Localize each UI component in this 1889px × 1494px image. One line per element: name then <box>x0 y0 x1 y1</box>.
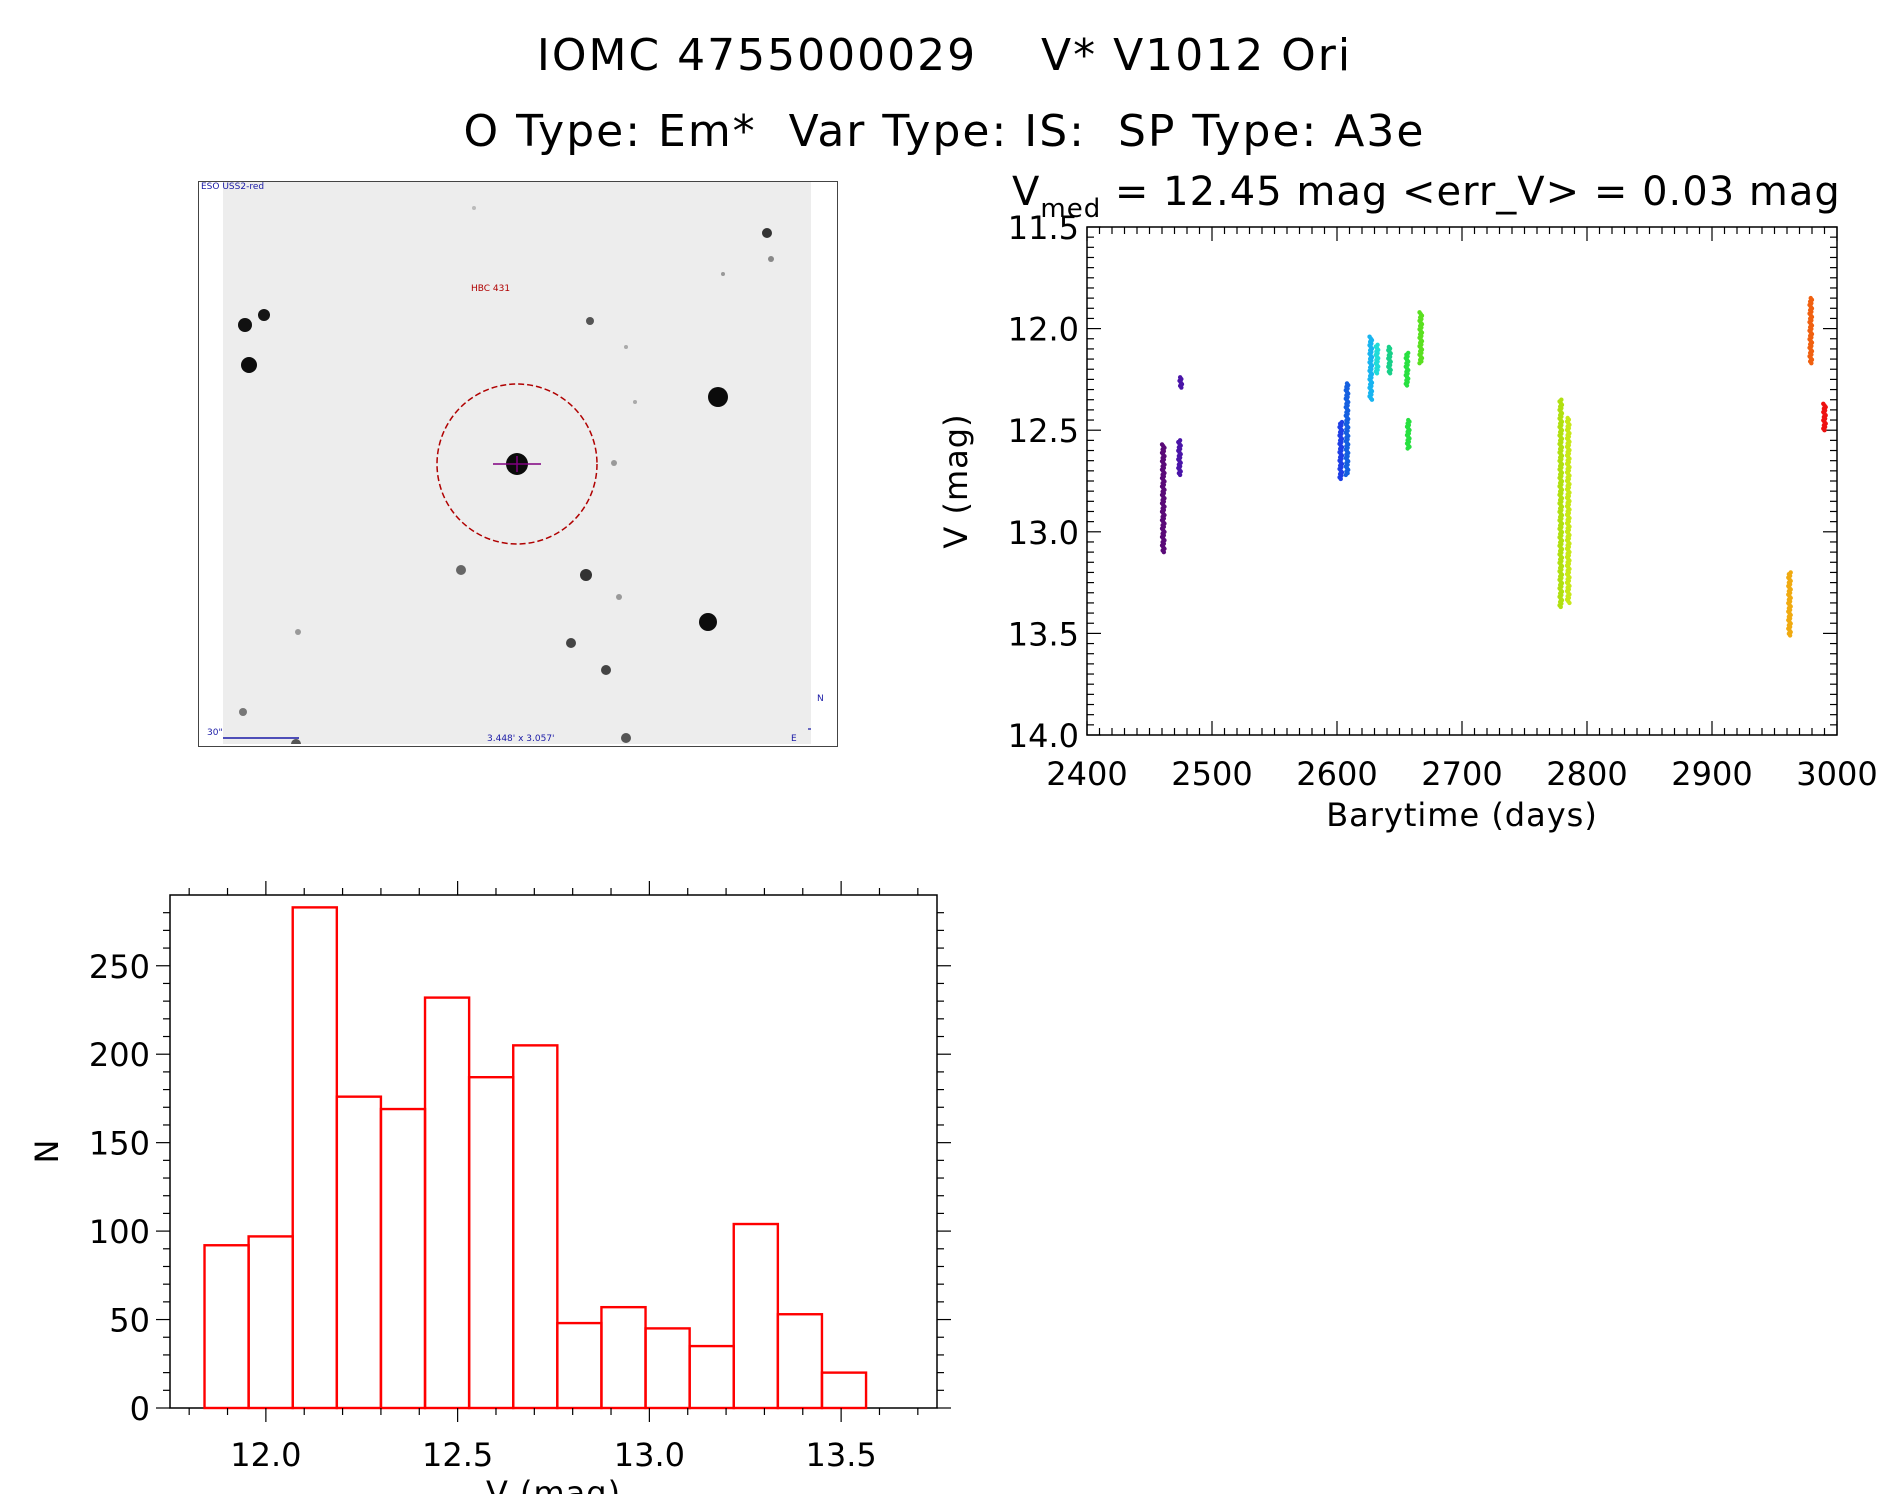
star <box>456 565 466 575</box>
data-point <box>1567 600 1572 606</box>
star <box>762 228 772 238</box>
y-tick-label: 100 <box>89 1213 150 1251</box>
sky-field-svg <box>209 206 824 746</box>
histogram-bar <box>423 996 471 1410</box>
y-tick-label: 14.0 <box>1008 717 1079 755</box>
object-label: HBC 431 <box>471 284 511 294</box>
north-label: N <box>817 694 824 704</box>
scale-label: 30" <box>207 728 223 738</box>
star <box>611 460 617 466</box>
y-axis-label: V (mag) <box>937 413 975 548</box>
star <box>566 638 576 648</box>
x-tick-label: 12.5 <box>422 1436 493 1474</box>
search-radius-circle <box>436 383 598 545</box>
data-point <box>1558 604 1563 610</box>
star <box>721 272 725 276</box>
data-point <box>1161 549 1167 555</box>
x-tick-label: 2700 <box>1421 755 1502 793</box>
data-point <box>1177 472 1183 478</box>
x-tick-label: 2400 <box>1046 755 1127 793</box>
x-tick-label: 2500 <box>1171 755 1252 793</box>
histogram-bar <box>335 1095 383 1410</box>
y-tick-label: 11.5 <box>1008 209 1079 247</box>
y-tick-label: 12.5 <box>1008 412 1079 450</box>
histogram-bar <box>203 1244 250 1410</box>
data-point <box>1338 476 1343 482</box>
histogram-bar <box>688 1344 735 1410</box>
data-point <box>1343 472 1348 478</box>
star <box>258 309 270 321</box>
y-tick-label: 12.0 <box>1008 311 1079 349</box>
field-size-label: 3.448' x 3.057' <box>487 734 555 744</box>
histogram-bar <box>644 1327 691 1410</box>
star <box>768 256 774 262</box>
data-point <box>1374 371 1380 376</box>
star <box>241 357 257 373</box>
star <box>238 318 252 332</box>
field-stars <box>238 206 774 746</box>
y-tick-label: 200 <box>89 1036 150 1074</box>
stats-line: Vmed = 12.45 mag <err_V> = 0.03 mag <box>1012 169 1841 224</box>
star <box>601 665 611 675</box>
histogram-bar <box>600 1305 647 1410</box>
y-tick-label: 50 <box>109 1302 150 1340</box>
east-label: E <box>791 734 797 744</box>
histogram-bar <box>512 1044 559 1410</box>
y-tick-label: 13.0 <box>1008 514 1079 552</box>
light-curve-chart: Vmed = 12.45 mag <err_V> = 0.03 mag 2400… <box>937 169 1878 834</box>
survey-label: ESO USS2-red <box>201 182 265 192</box>
histogram-bar <box>820 1371 868 1410</box>
star <box>699 613 717 631</box>
star <box>295 629 301 635</box>
y-tick-label: 250 <box>89 948 150 986</box>
x-tick-label: 2900 <box>1671 755 1752 793</box>
star <box>291 739 301 746</box>
object-types-line: O Type: Em* Var Type: IS: SP Type: A3e <box>463 106 1426 157</box>
histogram-bar <box>247 1235 294 1410</box>
x-axis-label: V (mag) <box>486 1474 621 1494</box>
data-point <box>1369 397 1375 402</box>
x-tick-label: 3000 <box>1796 755 1877 793</box>
star <box>586 317 594 325</box>
x-axis-label: Barytime (days) <box>1326 796 1598 834</box>
histogram-bar <box>776 1313 824 1410</box>
y-axis-label: N <box>28 1140 66 1164</box>
histogram-chart: 12.0 12.5 13.0 13.5 0 50 100 150 200 250 V (mag) N <box>28 881 951 1494</box>
compass <box>808 696 824 730</box>
star <box>239 708 247 716</box>
x-tick-label: 13.0 <box>614 1436 685 1474</box>
plot-frame <box>1086 226 1838 736</box>
data-point <box>1417 360 1422 366</box>
y-tick-label: 150 <box>89 1125 150 1163</box>
sky-finder-image: ESO USS2-red HBC 431 30" 3.448' x 3.057'… <box>198 181 838 747</box>
star <box>624 345 628 349</box>
histogram-bar <box>732 1222 780 1410</box>
light-curve-plot-area: 2400 2500 2600 2700 2800 2900 3000 11.5 12.0 12.5… <box>937 209 1878 834</box>
data-point <box>1404 383 1410 388</box>
star <box>708 387 728 407</box>
data-point <box>1179 385 1184 390</box>
data-point <box>1787 633 1793 638</box>
star <box>580 569 592 581</box>
histogram-bar <box>467 1076 515 1410</box>
histogram-bar <box>379 1107 427 1410</box>
star <box>633 400 637 404</box>
x-tick-label: 2600 <box>1296 755 1377 793</box>
y-tick-label: 13.5 <box>1008 615 1079 653</box>
data-point <box>1822 428 1827 433</box>
data-point <box>1387 371 1393 376</box>
sky-field <box>209 182 824 746</box>
histogram-bar <box>556 1321 603 1410</box>
figure-title: IOMC 4755000029 V* V1012 Ori <box>536 30 1353 81</box>
data-point <box>1405 446 1410 451</box>
star <box>616 594 622 600</box>
x-tick-label: 13.5 <box>806 1436 877 1474</box>
y-tick-label: 0 <box>130 1390 150 1428</box>
star <box>472 206 476 210</box>
star <box>621 733 631 743</box>
x-tick-label: 2800 <box>1546 755 1627 793</box>
histogram-bar <box>291 906 339 1410</box>
data-point <box>1809 360 1814 366</box>
x-tick-label: 12.0 <box>230 1436 301 1474</box>
